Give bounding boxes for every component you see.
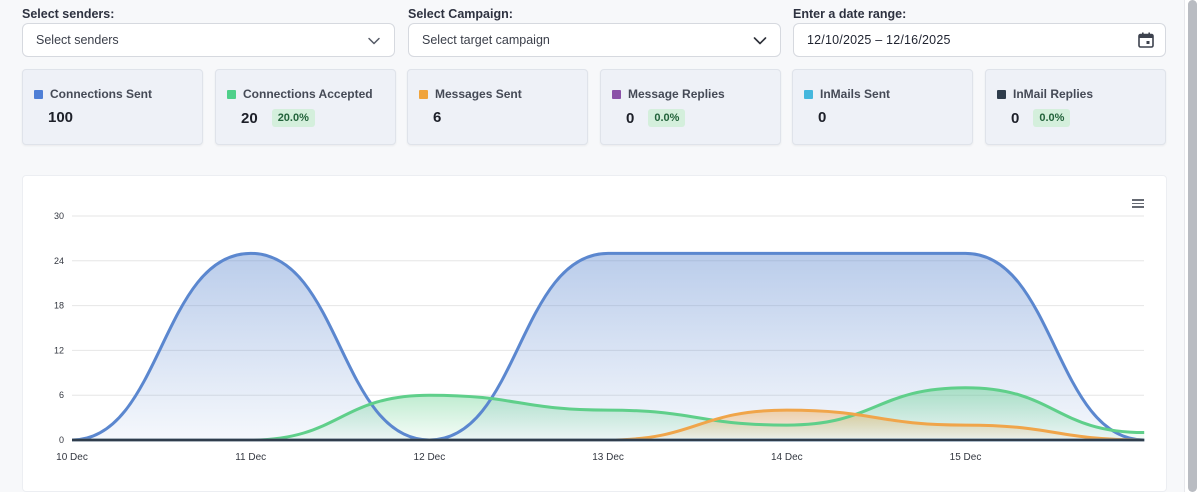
y-tick-label: 24	[54, 256, 64, 266]
stat-card-message-replies: Message Replies 0 0.0%	[600, 69, 781, 145]
stat-card-connections-sent: Connections Sent 100	[22, 69, 203, 145]
hamburger-menu-icon[interactable]	[1132, 197, 1148, 211]
rate-badge: 0.0%	[1033, 109, 1071, 127]
campaign-label: Select Campaign:	[408, 7, 513, 21]
stat-label: Connections Sent	[50, 87, 153, 101]
campaign-select[interactable]: Select target campaign	[408, 23, 781, 57]
campaign-placeholder: Select target campaign	[422, 33, 550, 47]
legend-swatch	[997, 89, 1006, 99]
stat-card-inmails-sent: InMails Sent 0	[792, 69, 973, 145]
y-tick-label: 12	[54, 345, 64, 355]
y-tick-label: 18	[54, 301, 64, 311]
filters-bar: Select senders: Select senders Select Ca…	[22, 0, 1167, 60]
stat-label: Connections Accepted	[243, 87, 373, 101]
stat-value: 0	[1011, 109, 1020, 127]
senders-filter: Select senders: Select senders	[22, 0, 395, 57]
x-tick-label: 13 Dec	[592, 452, 624, 463]
y-tick-label: 30	[54, 211, 64, 221]
date-range-label: Enter a date range:	[793, 7, 907, 21]
stat-value: 100	[48, 109, 74, 126]
scrollbar-thumb[interactable]	[1188, 0, 1197, 492]
campaign-filter: Select Campaign: Select target campaign	[408, 0, 781, 57]
legend-swatch	[34, 89, 43, 99]
stat-label: InMail Replies	[1013, 87, 1094, 101]
activity-chart: 0 6 12 18 24 30 10 Dec 11 Dec 12 Dec 13 Dec 14 Dec…	[54, 211, 1145, 463]
legend-swatch	[419, 89, 428, 99]
senders-placeholder: Select senders	[36, 33, 119, 47]
x-tick-label: 14 Dec	[771, 452, 803, 463]
stat-value: 20	[241, 109, 258, 127]
activity-chart-card: 0 6 12 18 24 30 10 Dec 11 Dec 12 Dec 13 Dec 14 Dec…	[22, 175, 1167, 492]
date-range-input[interactable]: 12/10/2025 – 12/16/2025	[793, 23, 1166, 57]
stat-value: 6	[433, 109, 442, 126]
stat-value: 0	[626, 109, 635, 127]
series-area	[72, 253, 1145, 440]
x-tick-label: 12 Dec	[414, 452, 446, 463]
x-tick-label: 10 Dec	[56, 452, 88, 463]
x-tick-label: 11 Dec	[235, 452, 266, 463]
rate-badge: 0.0%	[648, 109, 686, 127]
legend-swatch	[227, 89, 236, 99]
chevron-down-icon	[368, 37, 380, 45]
y-tick-label: 6	[59, 390, 64, 400]
senders-label: Select senders:	[22, 7, 115, 21]
stat-card-inmail-replies: InMail Replies 0 0.0%	[985, 69, 1166, 145]
page-scrollbar[interactable]	[1184, 0, 1200, 492]
legend-swatch	[612, 89, 621, 99]
legend-swatch	[804, 89, 813, 99]
rate-badge: 20.0%	[271, 109, 315, 127]
stat-label: Message Replies	[628, 87, 725, 101]
calendar-icon[interactable]	[1137, 31, 1155, 49]
date-range-value: 12/10/2025 – 12/16/2025	[807, 33, 951, 47]
y-tick-label: 0	[59, 435, 64, 445]
stat-label: InMails Sent	[820, 87, 891, 101]
stat-card-connections-accepted: Connections Accepted 20 20.0%	[215, 69, 396, 145]
senders-select[interactable]: Select senders	[22, 23, 395, 57]
stat-value: 0	[818, 109, 827, 126]
date-range-filter: Enter a date range: 12/10/2025 – 12/16/2…	[793, 0, 1166, 57]
stat-card-messages-sent: Messages Sent 6	[407, 69, 588, 145]
series-line	[71, 251, 1145, 442]
chevron-down-icon	[753, 37, 767, 45]
x-tick-label: 15 Dec	[950, 452, 982, 463]
stat-label: Messages Sent	[435, 87, 522, 101]
